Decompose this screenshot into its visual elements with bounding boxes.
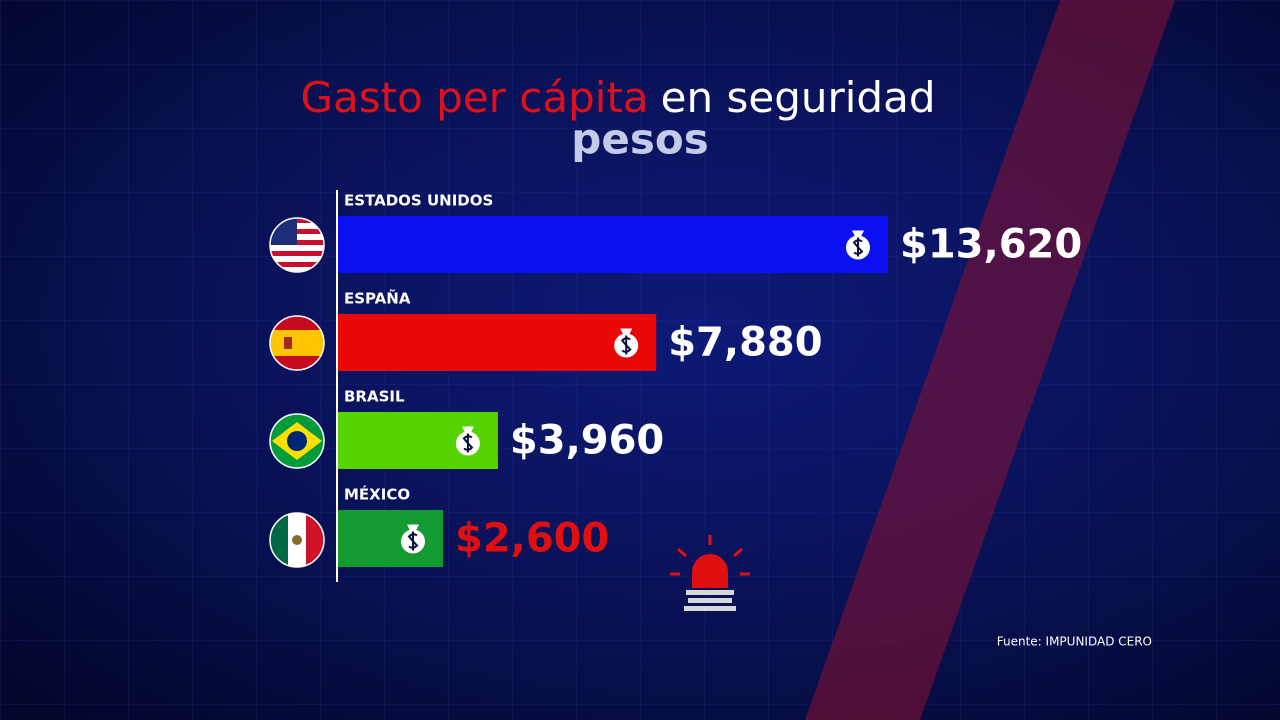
flag-border <box>269 217 325 273</box>
value-label: $3,960 <box>510 418 664 464</box>
bag-neck <box>852 230 864 237</box>
bar <box>338 314 657 371</box>
category-label: BRASIL <box>344 388 405 406</box>
source-note: Fuente: IMPUNIDAD CERO <box>997 635 1152 649</box>
category-label: MÉXICO <box>344 485 410 504</box>
chart-subtitle: pesos <box>571 115 708 164</box>
bag-sign <box>852 237 864 257</box>
flag-brazil <box>270 414 324 468</box>
category-label: ESTADOS UNIDOS <box>344 192 493 210</box>
bag-neck <box>461 426 474 433</box>
bag-sign <box>407 531 419 551</box>
bag-neck <box>406 524 419 531</box>
flag-spain <box>270 316 324 370</box>
money-bag-icon <box>455 426 480 456</box>
flag-mexico <box>270 513 324 567</box>
category-label: ESPAÑA <box>344 289 411 308</box>
bar <box>338 216 888 273</box>
bag-sign <box>462 433 474 453</box>
value-label: $13,620 <box>900 222 1082 268</box>
chart-title: Gasto per cápita en seguridad <box>301 73 936 122</box>
red-stripe <box>805 0 1175 720</box>
bag-sign <box>620 335 632 355</box>
flag-border <box>269 315 325 371</box>
bar <box>338 510 443 567</box>
money-bag-icon <box>400 524 425 554</box>
flag-usa <box>270 218 324 272</box>
value-label: $2,600 <box>455 516 609 562</box>
title-highlight: Gasto per cápita <box>301 73 649 122</box>
money-bag-icon <box>614 328 639 358</box>
title-rest: en seguridad <box>661 73 936 122</box>
siren-icon <box>670 535 750 611</box>
bag-neck <box>620 328 633 335</box>
money-bag-icon <box>846 230 870 260</box>
flag-border <box>269 512 325 568</box>
flag-border <box>269 413 325 469</box>
value-label: $7,880 <box>668 320 822 366</box>
